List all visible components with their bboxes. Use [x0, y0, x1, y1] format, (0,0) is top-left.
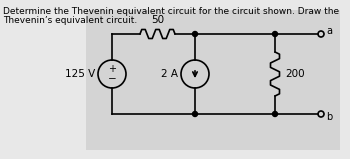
Circle shape [273, 31, 278, 37]
Text: b: b [326, 112, 332, 122]
Text: −: − [108, 74, 116, 84]
Text: 125 V: 125 V [65, 69, 95, 79]
Text: Determine the Thevenin equivalent circuit for the circuit shown. Draw the: Determine the Thevenin equivalent circui… [3, 7, 339, 16]
Text: 2 A: 2 A [161, 69, 178, 79]
Text: 50: 50 [151, 15, 164, 25]
Text: a: a [326, 26, 332, 36]
Bar [86, 10, 340, 150]
Circle shape [273, 111, 278, 117]
Text: Thevenin’s equivalent circuit.: Thevenin’s equivalent circuit. [3, 16, 137, 25]
Text: +: + [108, 64, 116, 74]
Circle shape [193, 31, 197, 37]
Text: 200: 200 [285, 69, 304, 79]
Circle shape [193, 111, 197, 117]
